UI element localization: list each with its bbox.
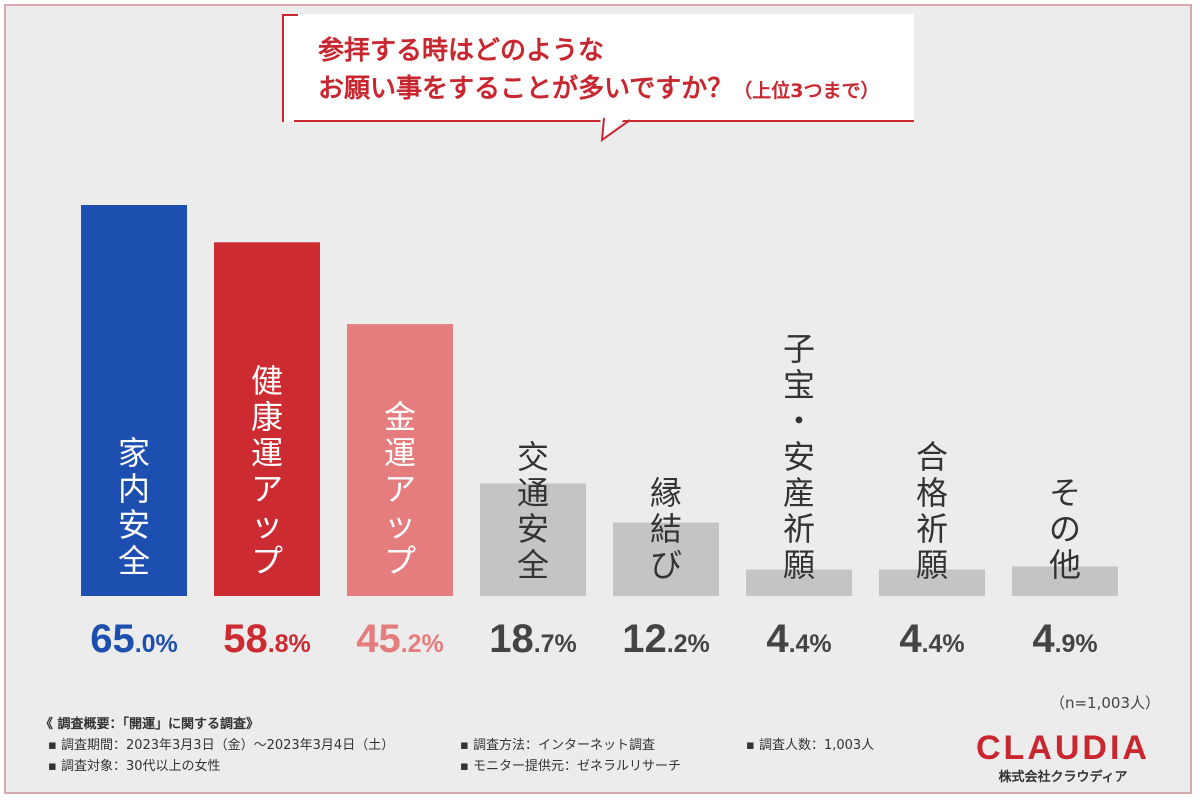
category-label-3: 金運アップ bbox=[384, 398, 416, 580]
brand-block: CLAUDIA 株式会社クラウディア bbox=[958, 730, 1168, 785]
value-labels-group: 65.0% 58.8% 45.2% 18.7% 12.2% 4.4% 4.4% 4.9% bbox=[90, 617, 1097, 661]
bar-8 bbox=[1012, 566, 1118, 596]
category-label-5: 縁結び bbox=[650, 474, 682, 584]
survey-period: ▪ 調査期間：2023年3月3日（金）～2023年3月4日（土） bbox=[48, 738, 395, 753]
category-label-1: 家内安全 bbox=[118, 434, 150, 580]
bar-5 bbox=[613, 522, 719, 596]
value-label-1: 65.0% bbox=[90, 617, 178, 661]
value-label-4: 18.7% bbox=[489, 617, 577, 661]
category-label-8: その他 bbox=[1049, 474, 1081, 584]
value-label-6: 4.4% bbox=[766, 617, 831, 661]
value-label-3: 45.2% bbox=[356, 617, 444, 661]
category-label-2: 健康運アップ bbox=[251, 362, 283, 580]
company-name: 株式会社クラウディア bbox=[998, 770, 1128, 785]
survey-row-1: ▪ 調査期間：2023年3月3日（金）～2023年3月4日（土） ▪ 調査方法：… bbox=[40, 735, 920, 756]
value-label-8: 4.9% bbox=[1032, 617, 1097, 661]
survey-target: ▪ 調査対象：30代以上の女性 bbox=[48, 759, 221, 774]
question-line-2-main: お願い事をすることが多いですか？ bbox=[318, 74, 734, 104]
category-label-4: 交通安全 bbox=[517, 438, 549, 584]
question-line-2-suffix: （上位3つまで） bbox=[733, 80, 880, 102]
speech-bubble-tail bbox=[600, 114, 631, 142]
bar-3 bbox=[347, 324, 453, 596]
question-box: 参拝する時はどのような お願い事をすることが多いですか？（上位3つまで） bbox=[282, 14, 914, 122]
survey-title: 《 調査概要：「開運」に関する調査》 bbox=[40, 717, 260, 732]
bar-6 bbox=[746, 569, 852, 596]
bars-group bbox=[81, 205, 1118, 596]
question-text: 参拝する時はどのような お願い事をすることが多いですか？（上位3つまで） bbox=[318, 32, 879, 110]
bar-2 bbox=[214, 242, 320, 596]
survey-method: ▪ 調査方法：インターネット調査 bbox=[460, 738, 655, 753]
survey-overview: 《 調査概要：「開運」に関する調査》 ▪ 調査期間：2023年3月3日（金）～2… bbox=[40, 714, 920, 777]
bar-7 bbox=[879, 569, 985, 596]
bar-chart: 家内安全 健康運アップ 金運アップ 交通安全 縁結び 子宝・安産祈願 合格祈願 その他 65.… bbox=[81, 205, 1118, 661]
value-label-2: 58.8% bbox=[223, 617, 311, 661]
survey-row-2: ▪ 調査対象：30代以上の女性 ▪ モニター提供元：ゼネラルリサーチ bbox=[40, 756, 920, 777]
bar-1 bbox=[81, 205, 187, 596]
question-line-2: お願い事をすることが多いですか？（上位3つまで） bbox=[318, 70, 879, 110]
value-label-5: 12.2% bbox=[622, 617, 710, 661]
sample-size-note: （n=1,003人） bbox=[1049, 694, 1160, 712]
category-label-6: 子宝・安産祈願 bbox=[783, 330, 815, 584]
survey-count: ▪ 調査人数：1,003人 bbox=[746, 738, 875, 753]
question-line-1: 参拝する時はどのような bbox=[318, 36, 605, 66]
chart-frame bbox=[4, 4, 1192, 794]
claudia-logo: CLAUDIA bbox=[976, 729, 1150, 767]
question-box-top-line bbox=[284, 14, 298, 16]
value-label-7: 4.4% bbox=[899, 617, 964, 661]
survey-provider: ▪ モニター提供元：ゼネラルリサーチ bbox=[460, 759, 681, 774]
category-label-7: 合格祈願 bbox=[916, 438, 948, 584]
category-labels-group: 家内安全 健康運アップ 金運アップ 交通安全 縁結び 子宝・安産祈願 合格祈願 その他 bbox=[118, 330, 1081, 584]
bar-4 bbox=[480, 483, 586, 596]
